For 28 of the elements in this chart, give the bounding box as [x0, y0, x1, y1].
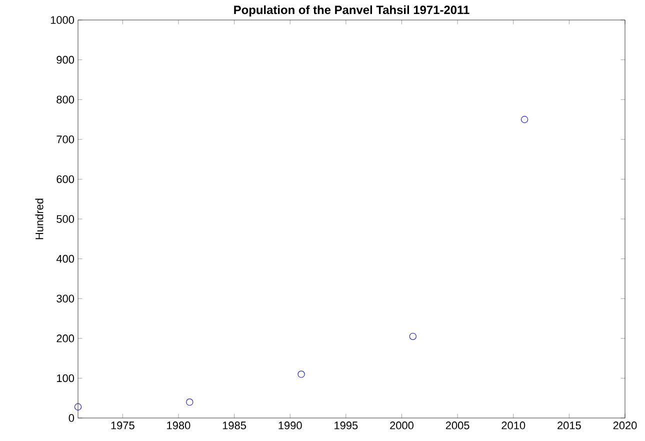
x-tick-label: 2010 — [502, 422, 526, 430]
x-tick-label: 1975 — [111, 422, 134, 430]
y-tick-label: 300 — [56, 294, 74, 302]
y-tick-label: 600 — [56, 175, 74, 184]
y-tick-label: 800 — [56, 96, 74, 104]
x-tick-label: 1995 — [334, 422, 358, 430]
point — [186, 398, 194, 406]
x-tick-label: 1990 — [278, 422, 302, 430]
point — [409, 332, 416, 340]
x-tick-label: 2000 — [390, 422, 414, 430]
chart-title: Population of the Panvel Tahsil 1971-2011 — [234, 5, 470, 16]
x-tick-label: 2005 — [446, 422, 470, 430]
y-tick-label: 900 — [56, 56, 74, 64]
point — [520, 116, 528, 124]
y-tick-label: 0 — [68, 414, 74, 422]
x-tick-label: 2015 — [558, 422, 581, 430]
point — [74, 403, 82, 410]
y-tick-label: 1000 — [50, 16, 74, 24]
y-tick-label: 200 — [56, 334, 74, 342]
y-tick-label: 500 — [56, 215, 74, 223]
y-tick-label: 400 — [56, 254, 74, 263]
x-tick-label: 1980 — [167, 422, 190, 430]
y-tick-label: 700 — [56, 136, 74, 144]
y-tick-label: 100 — [57, 374, 74, 382]
point — [298, 370, 305, 378]
x-tick-label: 2020 — [613, 422, 637, 430]
x-tick-label: 1985 — [222, 422, 246, 430]
y-axis-title: Hundred — [35, 198, 44, 240]
